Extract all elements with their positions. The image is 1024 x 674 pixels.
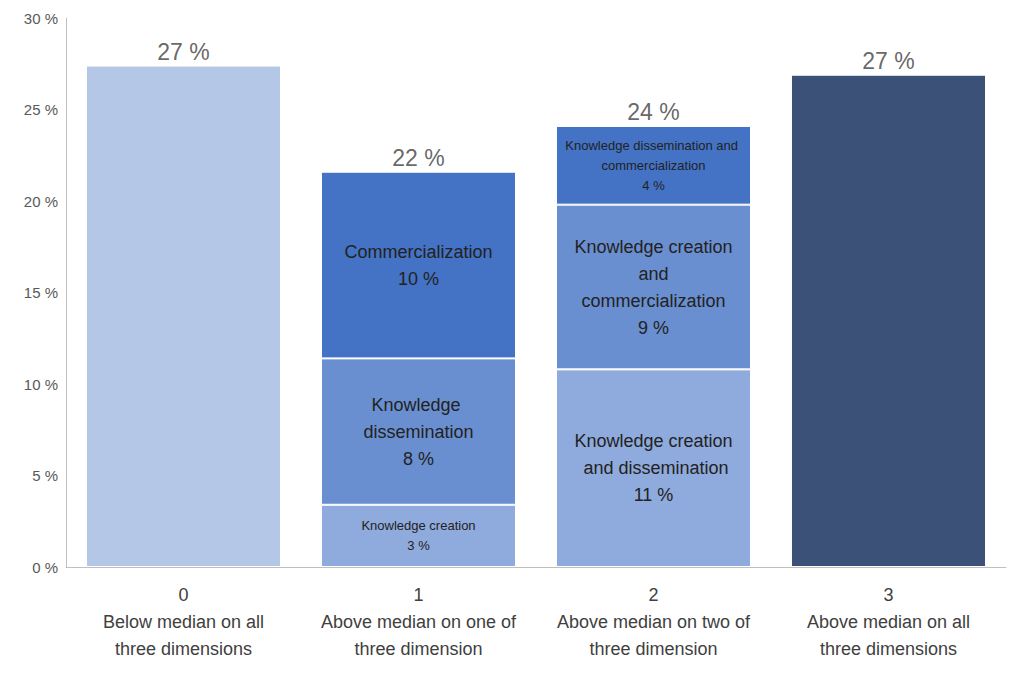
svg-text:10 %: 10 % [24,376,58,393]
svg-text:Knowledge creation: Knowledge creation [574,431,732,451]
svg-text:4 %: 4 % [642,178,665,193]
svg-text:11 %: 11 % [634,485,674,505]
svg-text:0 %: 0 % [32,559,58,576]
svg-text:three dimension: three dimension [589,639,717,659]
svg-text:1: 1 [413,585,423,605]
svg-text:10 %: 10 % [398,269,439,289]
svg-text:Above median on two of: Above median on two of [557,612,751,632]
svg-text:3 %: 3 % [407,538,430,553]
svg-text:Below median on all: Below median on all [103,612,264,632]
svg-text:and dissemination: and dissemination [578,458,728,478]
svg-text:Commercialization: Commercialization [344,242,492,262]
svg-text:20 %: 20 % [24,193,58,210]
svg-text:Knowledge dissemination and: Knowledge dissemination and [565,138,741,153]
svg-text:and: and [633,264,673,284]
svg-text:24 %: 24 % [627,99,679,125]
svg-text:Above median on all: Above median on all [807,612,970,632]
svg-text:0: 0 [178,585,188,605]
svg-text:dissemination: dissemination [363,422,473,442]
svg-text:three dimensions: three dimensions [115,639,252,659]
svg-text:8 %: 8 % [403,449,434,469]
svg-text:Knowledge creation: Knowledge creation [361,518,475,533]
svg-text:15 %: 15 % [24,284,58,301]
svg-text:3: 3 [883,585,893,605]
svg-text:9 %: 9 % [638,318,669,338]
svg-text:5 %: 5 % [32,467,58,484]
svg-text:27 %: 27 % [862,48,914,74]
svg-text:commercialization: commercialization [581,291,725,311]
svg-text:Knowledge creation: Knowledge creation [574,237,732,257]
svg-text:25 %: 25 % [24,101,58,118]
svg-text:2: 2 [648,585,658,605]
svg-text:three dimensions: three dimensions [820,639,957,659]
svg-text:commercialization: commercialization [601,158,705,173]
svg-text:Knowledge: Knowledge [371,395,465,415]
svg-text:22 %: 22 % [392,145,444,171]
svg-text:30 %: 30 % [24,10,58,27]
svg-text:three dimension: three dimension [354,639,482,659]
svg-text:27 %: 27 % [157,39,209,65]
svg-text:Above median on one of: Above median on one of [321,612,517,632]
